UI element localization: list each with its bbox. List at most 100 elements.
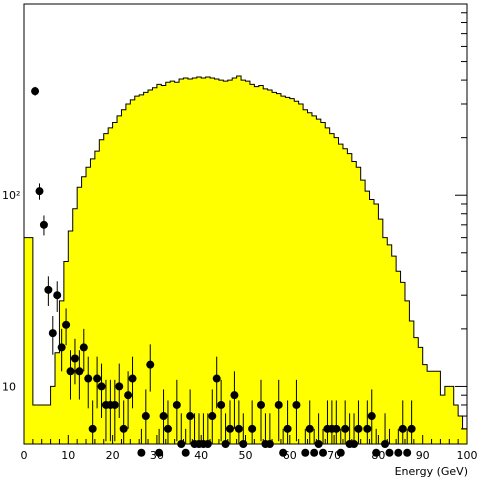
data-point: [363, 400, 372, 444]
histogram-bin: [139, 94, 145, 445]
data-point: [332, 400, 341, 444]
histogram-bin: [280, 96, 286, 444]
data-point: [257, 379, 266, 442]
histogram-bin: [418, 347, 424, 444]
histogram-bin: [32, 404, 38, 444]
histogram-bin: [90, 158, 96, 444]
histogram-bin: [347, 153, 353, 444]
histogram-bin: [378, 219, 384, 444]
histogram-bin: [28, 237, 34, 444]
data-point: [234, 400, 243, 444]
data-point: [372, 428, 381, 457]
data-point: [84, 356, 93, 409]
histogram-bin: [77, 187, 82, 445]
histogram-bin: [245, 81, 251, 444]
histogram-bin: [218, 80, 224, 445]
histogram-bin: [391, 256, 397, 444]
data-point: [305, 400, 314, 444]
data-point: [274, 379, 283, 442]
x-tick-label: 0: [21, 449, 28, 462]
histogram-bin: [165, 82, 171, 444]
histogram-bin: [210, 78, 215, 445]
histogram-bin: [449, 386, 455, 444]
histogram-bin: [351, 161, 357, 445]
histogram-bin: [458, 416, 463, 444]
histogram-bin: [41, 404, 47, 444]
data-point: [336, 428, 345, 457]
histogram-bin: [205, 77, 211, 445]
data-point: [407, 400, 416, 444]
data-point: [217, 379, 226, 442]
data-point: [225, 400, 234, 444]
histogram-bin: [342, 148, 348, 444]
histogram-bin: [161, 85, 167, 445]
x-tick-label: 90: [416, 449, 430, 462]
histogram-bin: [396, 271, 401, 444]
histogram-bin: [431, 371, 437, 444]
histogram-bin: [68, 230, 74, 444]
data-point: [354, 400, 363, 444]
x-axis-label: Energy (GeV): [395, 465, 468, 478]
data-point: [208, 389, 217, 444]
y-tick-label: 10²: [2, 189, 20, 202]
histogram-bin: [267, 90, 273, 444]
histogram-bin: [316, 119, 322, 445]
histogram-bin: [289, 98, 295, 445]
histogram-series: [24, 75, 468, 445]
y-axis-ticks: 10 10²: [2, 3, 467, 445]
histogram-bin: [356, 167, 362, 444]
histogram-bin: [325, 127, 331, 445]
data-point: [124, 371, 133, 429]
histogram-bin: [422, 364, 428, 444]
data-point: [141, 389, 150, 444]
histogram-bin: [444, 386, 450, 444]
histogram-bin: [187, 79, 193, 444]
histogram-bin: [387, 244, 393, 444]
data-point: [301, 428, 310, 457]
data-point: [186, 389, 195, 444]
data-point: [181, 428, 190, 457]
data-point: [367, 389, 376, 444]
histogram-bin: [294, 101, 300, 444]
histogram-bin: [72, 208, 78, 444]
x-tick-label: 80: [371, 449, 385, 462]
histogram-bin: [108, 127, 113, 445]
histogram-bin: [183, 78, 189, 445]
histogram-bin: [112, 122, 118, 445]
data-point: [230, 371, 239, 429]
data-point: [394, 428, 403, 457]
histogram-bin: [373, 203, 379, 444]
data-point: [146, 344, 155, 392]
data-point: [159, 389, 168, 444]
histogram-bin: [427, 371, 432, 444]
histogram-bin: [134, 96, 140, 444]
data-point: [66, 350, 75, 400]
data-point: [44, 276, 53, 306]
data-point: [39, 215, 48, 236]
histogram-bin: [94, 151, 100, 444]
data-point: [110, 379, 119, 442]
data-point: [62, 308, 71, 346]
data-point: [35, 183, 44, 200]
data-point: [172, 379, 181, 442]
histogram-bin: [148, 90, 153, 444]
x-tick-label: 70: [327, 449, 341, 462]
histogram-bin: [249, 84, 255, 444]
histogram-bin: [307, 112, 313, 444]
histogram-bin: [179, 79, 184, 444]
histogram-bin: [272, 92, 277, 445]
histogram-bin: [103, 133, 109, 444]
data-point: [115, 363, 124, 419]
histogram-bin: [329, 133, 335, 444]
histogram-bin: [400, 282, 406, 444]
x-tick-label: 50: [239, 449, 253, 462]
data-point: [79, 328, 88, 372]
histogram-bin: [227, 80, 233, 445]
histogram-bin: [236, 76, 242, 445]
histogram-bin: [360, 180, 366, 445]
histogram-bin: [232, 78, 238, 445]
data-point: [70, 338, 79, 385]
data-point: [248, 400, 257, 444]
histogram-bin: [170, 81, 176, 444]
